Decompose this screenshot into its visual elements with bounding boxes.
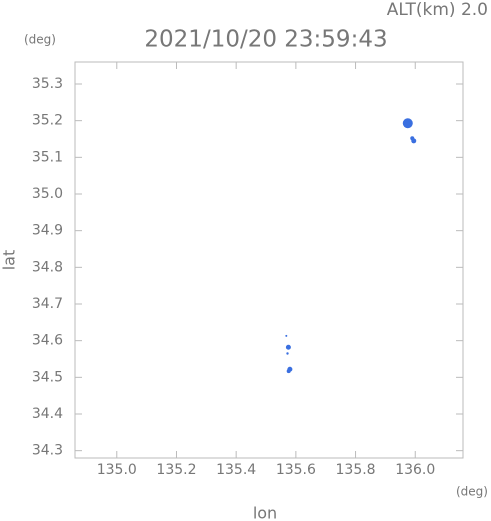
data-point bbox=[286, 369, 291, 374]
y-unit: (deg) bbox=[24, 33, 56, 47]
data-point bbox=[402, 118, 413, 129]
x-axis-label: lon bbox=[253, 504, 277, 521]
y-tick-label: 35.3 bbox=[32, 76, 63, 92]
data-point bbox=[286, 352, 289, 355]
data-point bbox=[411, 138, 417, 144]
x-tick-label: 136.0 bbox=[395, 462, 435, 478]
x-tick-label: 135.6 bbox=[276, 462, 316, 478]
y-tick-label: 34.4 bbox=[32, 406, 63, 422]
x-unit: (deg) bbox=[456, 485, 488, 499]
plot-frame bbox=[74, 61, 464, 459]
y-tick-label: 34.6 bbox=[32, 333, 63, 349]
x-tick-label: 135.0 bbox=[97, 462, 137, 478]
x-tick-label: 135.4 bbox=[216, 462, 256, 478]
data-point bbox=[285, 334, 288, 337]
y-tick-label: 34.5 bbox=[32, 369, 63, 385]
y-tick-label: 34.9 bbox=[32, 223, 63, 239]
y-axis-label: lat bbox=[0, 250, 19, 271]
x-tick-label: 135.2 bbox=[156, 462, 196, 478]
x-tick-label: 135.8 bbox=[336, 462, 376, 478]
y-tick-label: 34.8 bbox=[32, 259, 63, 275]
y-tick-label: 35.1 bbox=[32, 149, 63, 165]
altitude-label: ALT(km) 2.0 bbox=[387, 0, 488, 20]
y-tick-label: 34.7 bbox=[32, 296, 63, 312]
data-point bbox=[285, 344, 291, 350]
y-tick-label: 35.2 bbox=[32, 113, 63, 129]
chart-title: 2021/10/20 23:59:43 bbox=[144, 27, 387, 53]
y-tick-label: 34.3 bbox=[32, 443, 63, 459]
y-tick-label: 35.0 bbox=[32, 186, 63, 202]
